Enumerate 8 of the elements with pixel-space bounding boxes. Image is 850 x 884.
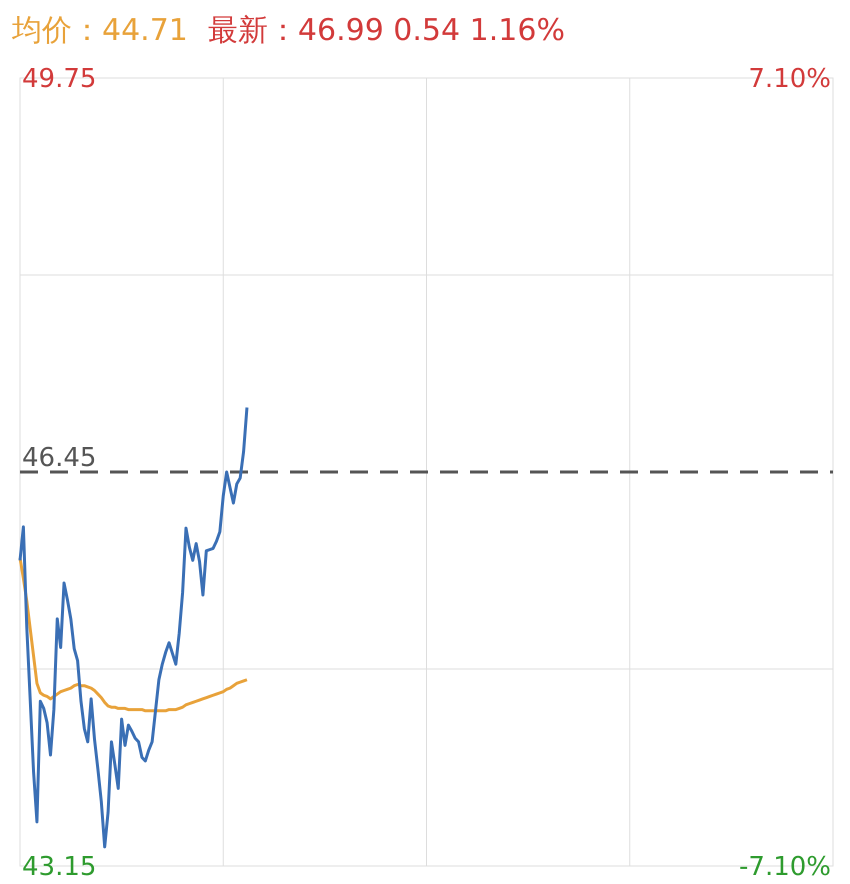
chart-title: 均价：44.71: [11, 13, 188, 48]
line-series: [18, 406, 248, 848]
y-tick-label: 49.75: [22, 64, 96, 94]
y-tick-label: 43.15: [22, 852, 96, 882]
y2-tick-label: -7.10%: [739, 852, 831, 882]
chart-subtitle: 最新：46.99 0.54 1.16%: [208, 13, 565, 48]
ref-line-label: 46.45: [22, 443, 96, 473]
y2-tick-label: 7.10%: [748, 64, 831, 94]
